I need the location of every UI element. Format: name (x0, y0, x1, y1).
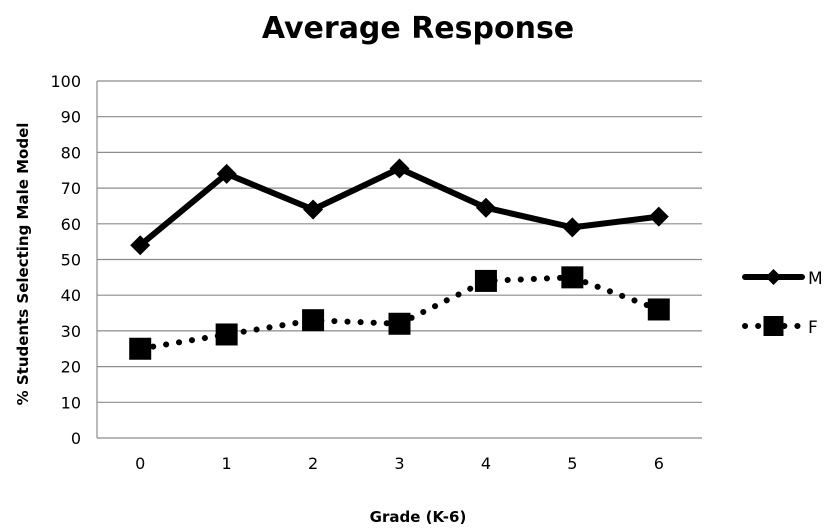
data-point-M (389, 158, 410, 179)
data-point-M (648, 206, 669, 227)
x-tick-label: 6 (654, 454, 664, 473)
legend-marker-F (763, 316, 784, 336)
data-point-M (130, 235, 151, 256)
data-point-F (561, 266, 584, 289)
chart-title: Average Response (262, 11, 574, 46)
x-tick-label: 5 (567, 454, 577, 473)
y-tick-label: 70 (61, 179, 81, 198)
data-point-F (388, 312, 411, 335)
data-point-M (303, 199, 324, 220)
x-tick-label: 0 (135, 454, 145, 473)
legend-marker-M (765, 269, 782, 285)
data-point-F (302, 309, 325, 332)
y-tick-label: 50 (61, 251, 81, 270)
y-tick-label: 0 (71, 429, 81, 448)
data-point-M (475, 197, 496, 218)
x-tick-label: 4 (481, 454, 491, 473)
y-tick-labels: 0 10 20 30 40 50 60 70 80 90 100 (50, 72, 81, 448)
legend-label-M: M (808, 269, 823, 289)
x-tick-labels: 0 1 2 3 4 5 6 (135, 454, 664, 473)
x-tick-label: 3 (394, 454, 404, 473)
data-series (129, 158, 670, 360)
y-tick-label: 30 (61, 322, 81, 341)
data-point-M (216, 163, 237, 184)
grid-lines (97, 80, 702, 403)
y-axis-label: % Students Selecting Male Model (14, 123, 32, 406)
data-point-M (562, 217, 583, 238)
data-point-F (215, 323, 238, 346)
y-tick-label: 10 (61, 393, 81, 412)
data-point-F (474, 269, 497, 292)
x-tick-label: 1 (222, 454, 232, 473)
y-tick-label: 80 (61, 143, 81, 162)
series-line-M (137, 165, 662, 249)
data-point-F (647, 298, 670, 321)
y-tick-label: 60 (61, 215, 81, 234)
data-point-F (129, 337, 152, 360)
x-tick-label: 2 (308, 454, 318, 473)
y-tick-label: 20 (61, 358, 81, 377)
legend: MF (742, 269, 823, 338)
axes (96, 81, 702, 439)
legend-label-F: F (808, 318, 818, 338)
y-tick-label: 90 (61, 108, 81, 127)
y-tick-label: 40 (61, 286, 81, 305)
y-tick-label: 100 (50, 72, 81, 91)
x-axis-label: Grade (K-6) (370, 508, 467, 526)
